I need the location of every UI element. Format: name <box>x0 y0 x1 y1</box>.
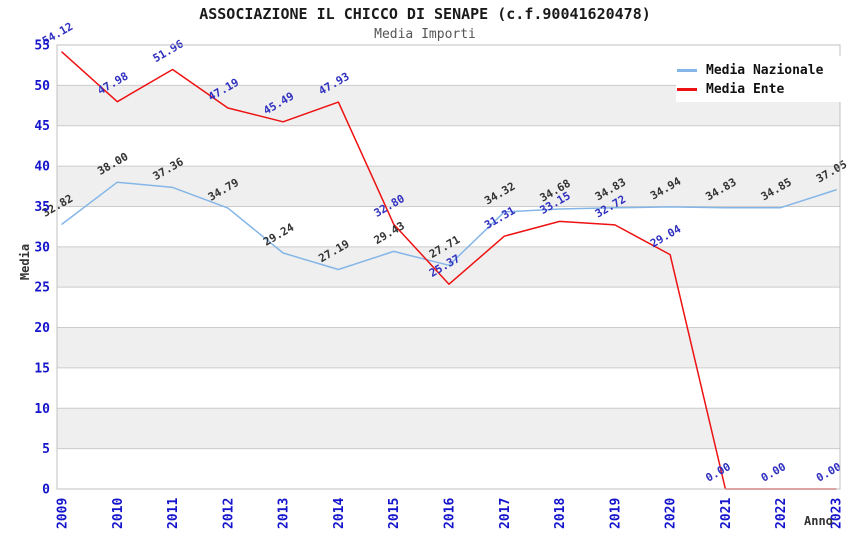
legend-swatch-media-nazionale-icon <box>677 69 697 72</box>
plot-band <box>57 246 840 288</box>
x-tick-label: 2012 <box>221 498 236 529</box>
x-tick-label: 2022 <box>774 498 789 529</box>
y-tick-label: 40 <box>34 160 50 175</box>
x-tick-label: 2010 <box>111 498 126 529</box>
y-tick-label: 30 <box>34 240 50 255</box>
x-tick-label: 2016 <box>443 498 458 529</box>
legend-swatch-media-ente-icon <box>677 88 697 91</box>
y-tick-label: 20 <box>34 321 50 336</box>
data-label: 51.96 <box>151 37 187 65</box>
plot-border <box>56 44 841 490</box>
y-tick-label: 45 <box>34 119 50 134</box>
x-tick-label: 2017 <box>498 498 513 529</box>
x-tick-label: 2020 <box>664 498 679 529</box>
data-label: 29.24 <box>261 221 297 249</box>
x-tick-label: 2014 <box>332 498 347 529</box>
x-tick-label: 2015 <box>387 498 402 529</box>
data-label: 0.00 <box>703 460 732 485</box>
y-tick-label: 25 <box>34 281 50 296</box>
y-tick-label: 5 <box>42 442 50 457</box>
y-tick-label: 10 <box>34 402 50 417</box>
x-tick-label: 2013 <box>277 498 292 529</box>
series-line-media-ente <box>61 51 837 490</box>
plot-band <box>57 327 840 368</box>
page-title: ASSOCIAZIONE IL CHICCO DI SENAPE (c.f.90… <box>199 5 651 23</box>
data-label: 0.00 <box>759 460 788 485</box>
legend-label: Media Nazionale <box>706 63 824 78</box>
x-tick-label: 2011 <box>166 498 181 529</box>
data-label: 29.04 <box>648 222 684 250</box>
x-tick-label: 2018 <box>553 498 568 529</box>
y-tick-label: 0 <box>42 483 50 498</box>
legend-label: Media Ente <box>706 82 785 97</box>
data-label: 31.31 <box>482 204 518 232</box>
plot-band <box>57 408 840 449</box>
data-label: 29.43 <box>372 219 407 247</box>
x-tick-label: 2019 <box>608 498 623 529</box>
x-axis-title: Anno <box>804 514 833 528</box>
x-tick-label: 2021 <box>719 498 734 529</box>
chart-subtitle: Media Importi <box>374 27 476 42</box>
legend: Media Nazionale Media Ente <box>676 56 844 102</box>
x-tick-label: 2023 <box>830 498 845 529</box>
y-tick-label: 15 <box>34 361 50 376</box>
y-tick-label: 55 <box>34 39 50 54</box>
y-tick-label: 50 <box>34 79 50 94</box>
data-label: 0.00 <box>814 460 843 485</box>
plot-band <box>57 166 840 207</box>
series-line-media-nazionale <box>61 181 837 271</box>
x-tick-label: 2009 <box>56 498 71 529</box>
legend-item-media-ente: Media Ente <box>676 80 844 99</box>
legend-item-media-nazionale: Media Nazionale <box>676 61 844 80</box>
y-tick-label: 35 <box>34 200 50 215</box>
y-axis-title: Media <box>18 243 32 281</box>
